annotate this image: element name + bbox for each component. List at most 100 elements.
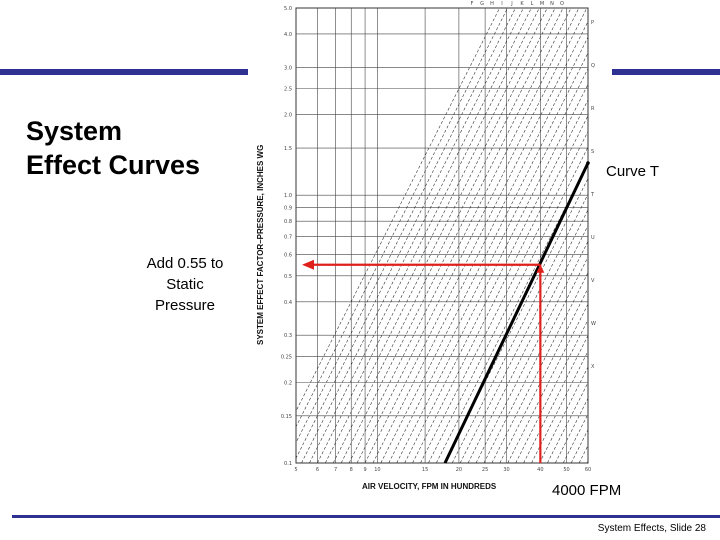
x-tick-label: 60 [585,467,591,473]
curve-letter-right: X [591,364,595,370]
y-tick-label: 3.0 [284,65,292,71]
x-tick-label: 15 [422,467,428,473]
y-tick-label: 0.25 [281,354,292,360]
x-tick-label: 7 [334,467,337,473]
system-effect-curve [296,8,516,444]
y-tick-label: 0.7 [284,235,292,241]
x-tick-label: 5 [294,467,297,473]
title-accent-bar-right [612,69,720,75]
system-effect-curve [611,8,720,463]
y-tick-label: 0.2 [284,380,292,386]
slide-footer: System Effects, Slide 28 [597,523,706,534]
curve-letter-top: N [550,1,554,7]
system-effect-curve [515,319,588,463]
curve-letter-top: J [510,1,512,7]
curve-letter-top: M [540,1,544,7]
curve-letter-right: S [591,149,594,155]
system-effect-curve [562,413,588,463]
curve-t-end-dot [586,161,590,165]
curve-letter-top: O [560,1,564,7]
curve-letter-right: R [591,106,595,112]
system-effect-curves [296,8,720,463]
y-tick-label: 0.9 [284,205,292,211]
y-tick-label: 0.4 [284,300,292,306]
slide-title-line-1: System [26,116,123,146]
x-tick-label: 50 [563,467,569,473]
x-tick-label: 20 [456,467,462,473]
system-effect-curve [348,8,580,463]
system-effect-curve [603,8,720,463]
y-tick-label: 2.0 [284,113,292,119]
slide-title: System Effect Curves [26,114,246,182]
x-tick-label: 6 [316,467,319,473]
system-effect-curve [483,256,588,463]
system-effect-curve [340,8,572,463]
system-effect-curve [459,209,588,463]
system-effect-curve [296,8,524,459]
y-tick-label: 1.0 [284,193,292,199]
system-effect-curve [578,444,588,463]
y-tick-label: 0.3 [284,333,292,339]
title-accent-bar-left [0,69,248,75]
system-effect-curve [420,130,588,463]
system-effect-curve [467,224,588,463]
y-tick-label: 5.0 [284,6,292,12]
x-axis-title: AIR VELOCITY, FPM IN HUNDREDS [362,482,497,491]
curve-letter-top: G [480,1,484,7]
system-effect-curve [595,8,720,463]
add-pressure-line-1: Add 0.55 to [146,255,224,272]
plot-frame [295,7,589,464]
chart-labels: 5.0 4.0 3.0 2.5 2.0 1.5 1.0 0.9 0.8 0.7 0.6 0.5 0.4 0… [281,1,596,473]
chart-grid [295,7,589,464]
curve-letter-right: U [591,235,595,241]
curve-letter-top: L [531,1,534,7]
x-tick-label: 10 [374,467,380,473]
system-effect-curve [547,381,588,463]
system-effect-curve [436,162,588,463]
x-tick-label: 40 [537,467,543,473]
system-effect-curve [412,115,588,463]
curve-letter-right: P [591,20,594,26]
y-tick-label: 4.0 [284,32,292,38]
add-pressure-line-3: Pressure [154,297,216,314]
curve-letter-right: V [591,278,595,284]
highlighted-curve-t [443,162,590,464]
pressure-arrowhead [302,259,314,270]
curve-letter-right: Q [591,63,595,69]
system-effect-curve [388,67,588,463]
x-tick-label: 9 [363,467,366,473]
reading-overlay [302,161,590,464]
velocity-arrowhead [536,264,545,273]
system-effect-curve [555,397,588,463]
system-effect-curve [309,8,540,463]
system-effect-curve [372,36,588,463]
y-tick-label: 1.5 [284,146,292,152]
y-tick-label: 0.15 [281,414,292,420]
system-effect-curve [531,350,588,463]
x-tick-label: 8 [350,467,353,473]
add-pressure-line-2: Static [166,276,204,293]
add-pressure-callout: Add 0.55 to Static Pressure [130,253,240,316]
curve-letter-right: W [591,321,596,327]
system-effect-curve [301,8,532,463]
y-axis-title: SYSTEM EFFECT FACTOR–PRESSURE, INCHES WG [256,145,265,345]
system-effect-curve [499,287,588,463]
curve-letter-top: K [520,1,524,7]
system-effect-curve [332,8,564,463]
footer-rule [12,515,720,518]
system-effect-curve [380,52,588,463]
y-tick-label: 0.5 [284,274,292,280]
system-effect-curve [404,99,588,463]
system-effect-curve [491,272,588,463]
slide-title-line-2: Effect Curves [26,150,201,180]
curve-letter-top: F [471,1,474,7]
system-effect-curve [296,8,508,428]
system-effect-curve [451,193,588,463]
x-tick-label: 25 [482,467,488,473]
y-tick-label: 0.8 [284,219,292,225]
system-effect-curve [428,146,588,463]
curve-letter-right: T [590,192,595,198]
system-effect-curve [296,8,500,412]
system-effect-curve [325,8,556,463]
